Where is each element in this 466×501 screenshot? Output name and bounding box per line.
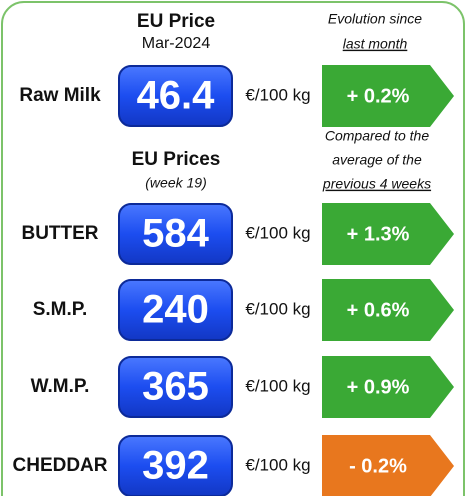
product-label: CHEDDAR <box>13 455 108 476</box>
compare-line: average of the <box>332 152 422 168</box>
change-arrow <box>322 203 454 265</box>
section-title: EU Prices <box>132 149 221 170</box>
change-value: - 0.2% <box>349 455 407 477</box>
price-title: EU Price <box>137 11 215 32</box>
change-arrow <box>322 435 454 497</box>
price-value: 240 <box>142 288 209 332</box>
price-box <box>118 65 233 127</box>
price-unit: €/100 kg <box>245 455 310 474</box>
product-label: S.M.P. <box>33 299 88 320</box>
compare-line: Compared to the <box>325 128 429 144</box>
product-label: BUTTER <box>21 223 98 244</box>
change-value: + 0.6% <box>347 299 410 321</box>
evolution-line: Evolution since <box>328 11 422 27</box>
price-unit: €/100 kg <box>245 299 310 318</box>
price-value: 584 <box>142 212 209 256</box>
price-unit: €/100 kg <box>245 376 310 395</box>
price-value: 46.4 <box>137 74 216 118</box>
price-box <box>118 203 233 265</box>
price-value: 392 <box>142 444 209 488</box>
price-box <box>118 279 233 341</box>
change-value: + 0.9% <box>347 376 410 398</box>
change-arrow <box>322 65 454 127</box>
price-box <box>118 356 233 418</box>
evolution-line: last month <box>343 36 408 52</box>
price-unit: €/100 kg <box>245 85 310 104</box>
change-value: + 0.2% <box>347 85 410 107</box>
change-arrow <box>322 356 454 418</box>
price-value: 365 <box>142 365 209 409</box>
change-arrow <box>322 279 454 341</box>
change-value: + 1.3% <box>347 223 410 245</box>
compare-line: previous 4 weeks <box>322 176 431 192</box>
price-date: Mar-2024 <box>142 35 211 52</box>
product-label: W.M.P. <box>31 376 90 397</box>
section-subtitle: (week 19) <box>145 175 206 191</box>
product-label: Raw Milk <box>19 85 101 106</box>
price-unit: €/100 kg <box>245 223 310 242</box>
